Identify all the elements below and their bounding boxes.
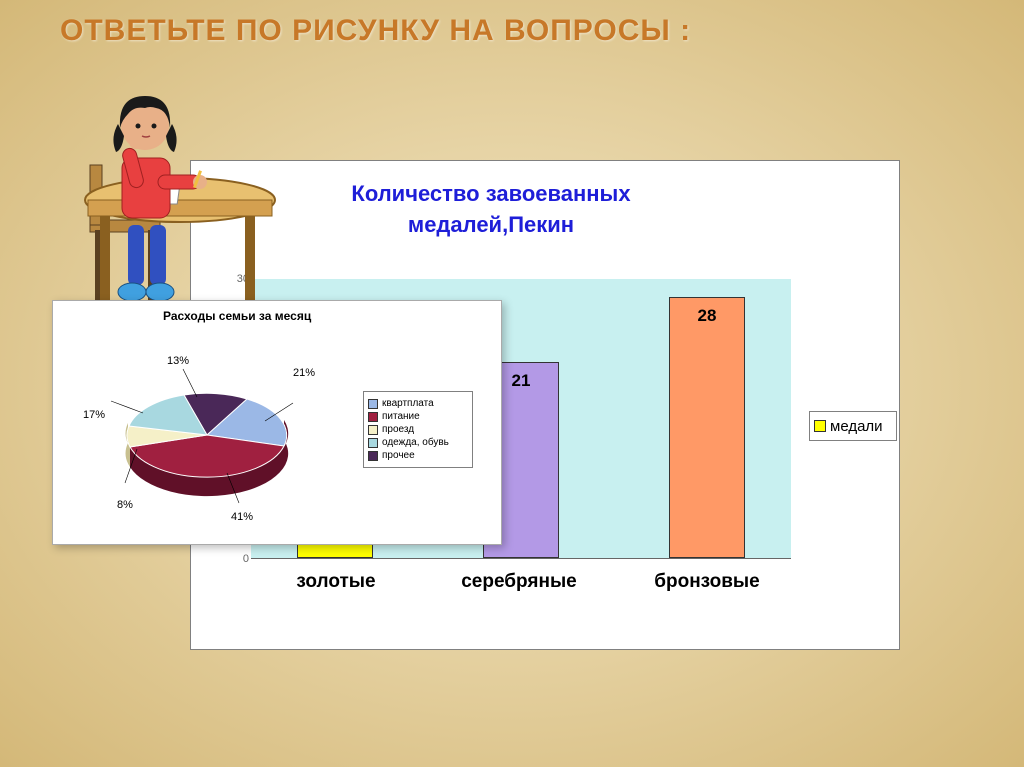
pie-legend-swatch-3: [368, 438, 378, 448]
pie-legend-row-0: квартплата: [368, 398, 468, 409]
bar-chart-legend: медали: [809, 411, 897, 441]
x-axis-labels: золотые серебряные бронзовые: [251, 571, 791, 601]
legend-swatch: [814, 420, 826, 432]
y-tick-0: 0: [243, 553, 249, 565]
legend-label: медали: [830, 418, 883, 435]
pie-pct-1: 41%: [231, 511, 253, 523]
bar-chart-title-line2: медалей,Пекин: [408, 212, 574, 237]
x-label-silver: серебряные: [429, 571, 609, 593]
pie-legend-swatch-4: [368, 451, 378, 461]
bar-chart-title-line1: Количество завоеванных: [351, 181, 630, 206]
bar-bronze: 28: [669, 297, 745, 558]
bar-label-bronze: 28: [670, 306, 744, 326]
pie-chart-container: Расходы семьи за месяц: [52, 300, 502, 545]
pie-pct-2: 8%: [117, 499, 133, 511]
pie-legend-label-2: проезд: [382, 424, 414, 435]
pie-legend-label-3: одежда, обувь: [382, 437, 449, 448]
pie-chart-legend: квартплата питание проезд одежда, обувь …: [363, 391, 473, 468]
pie-legend-swatch-2: [368, 425, 378, 435]
pie-pct-3: 17%: [83, 409, 105, 421]
x-label-gold: золотые: [271, 571, 401, 593]
pie-chart-svg: [97, 345, 317, 525]
pie-legend-row-1: питание: [368, 411, 468, 422]
pie-legend-label-1: питание: [382, 411, 420, 422]
pie-legend-row-3: одежда, обувь: [368, 437, 468, 448]
student-illustration: [50, 70, 290, 330]
pie-legend-row-2: проезд: [368, 424, 468, 435]
pie-legend-row-4: прочее: [368, 450, 468, 461]
pie-pct-4: 13%: [167, 355, 189, 367]
pie-legend-swatch-1: [368, 412, 378, 422]
pie-pct-0: 21%: [293, 367, 315, 379]
pie-legend-swatch-0: [368, 399, 378, 409]
pie-legend-label-0: квартплата: [382, 398, 434, 409]
slide-title: ОТВЕТЬТЕ ПО РИСУНКУ НА ВОПРОСЫ :: [60, 14, 691, 48]
pie-legend-label-4: прочее: [382, 450, 415, 461]
x-label-bronze: бронзовые: [627, 571, 787, 593]
pie-chart-title: Расходы семьи за месяц: [53, 309, 501, 323]
